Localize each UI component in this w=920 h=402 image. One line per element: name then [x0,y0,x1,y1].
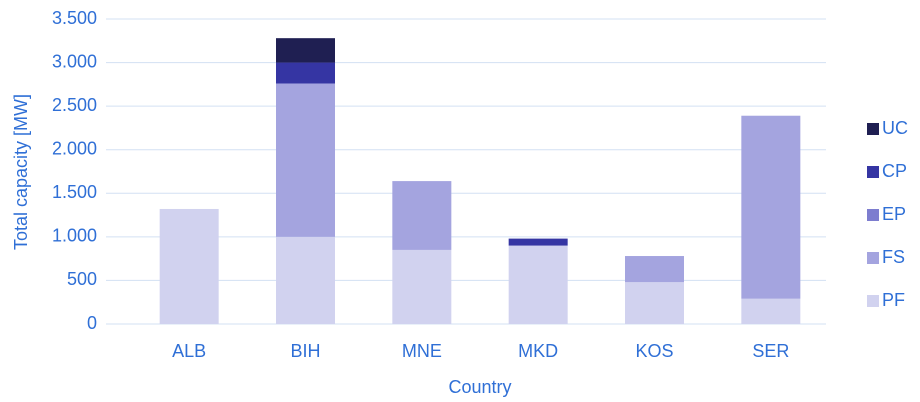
legend-swatch [867,123,879,135]
y-tick-label: 2.500 [52,95,97,115]
x-tick-label: BIH [290,341,320,361]
bar-segment [276,38,335,63]
x-tick-label: KOS [635,341,673,361]
legend-swatch [867,252,879,264]
legend-swatch [867,295,879,307]
bar-segment [741,115,801,299]
y-axis-title: Total capacity [MW] [11,94,31,250]
x-tick-label: MKD [518,341,558,361]
y-tick-label: 3.000 [52,51,97,71]
bar-segment [276,236,335,324]
bar-segment [392,249,452,324]
legend-label: PF [882,290,905,310]
legend-label: FS [882,247,905,267]
bar-segment [625,282,684,324]
bar-segment [392,181,452,250]
bar-segment [276,83,335,237]
legend-label: EP [882,204,906,224]
x-tick-label: MNE [402,341,442,361]
y-tick-label: 500 [67,269,97,289]
y-tick-label: 3.500 [52,8,97,28]
bar-segment [741,298,801,324]
bar-segment [276,62,335,84]
bar-segment [508,245,568,324]
y-tick-label: 1.500 [52,182,97,202]
bar-segment [508,238,568,246]
x-tick-label: ALB [172,341,206,361]
y-tick-label: 0 [87,313,97,333]
x-axis-title: Country [448,377,511,397]
legend-label: UC [882,118,908,138]
legend-label: CP [882,161,907,181]
legend-swatch [867,166,879,178]
bar-segment [159,208,219,324]
y-tick-label: 2.000 [52,138,97,158]
y-tick-label: 1.000 [52,226,97,246]
legend-swatch [867,209,879,221]
bar-segment [625,256,684,283]
x-tick-label: SER [752,341,789,361]
